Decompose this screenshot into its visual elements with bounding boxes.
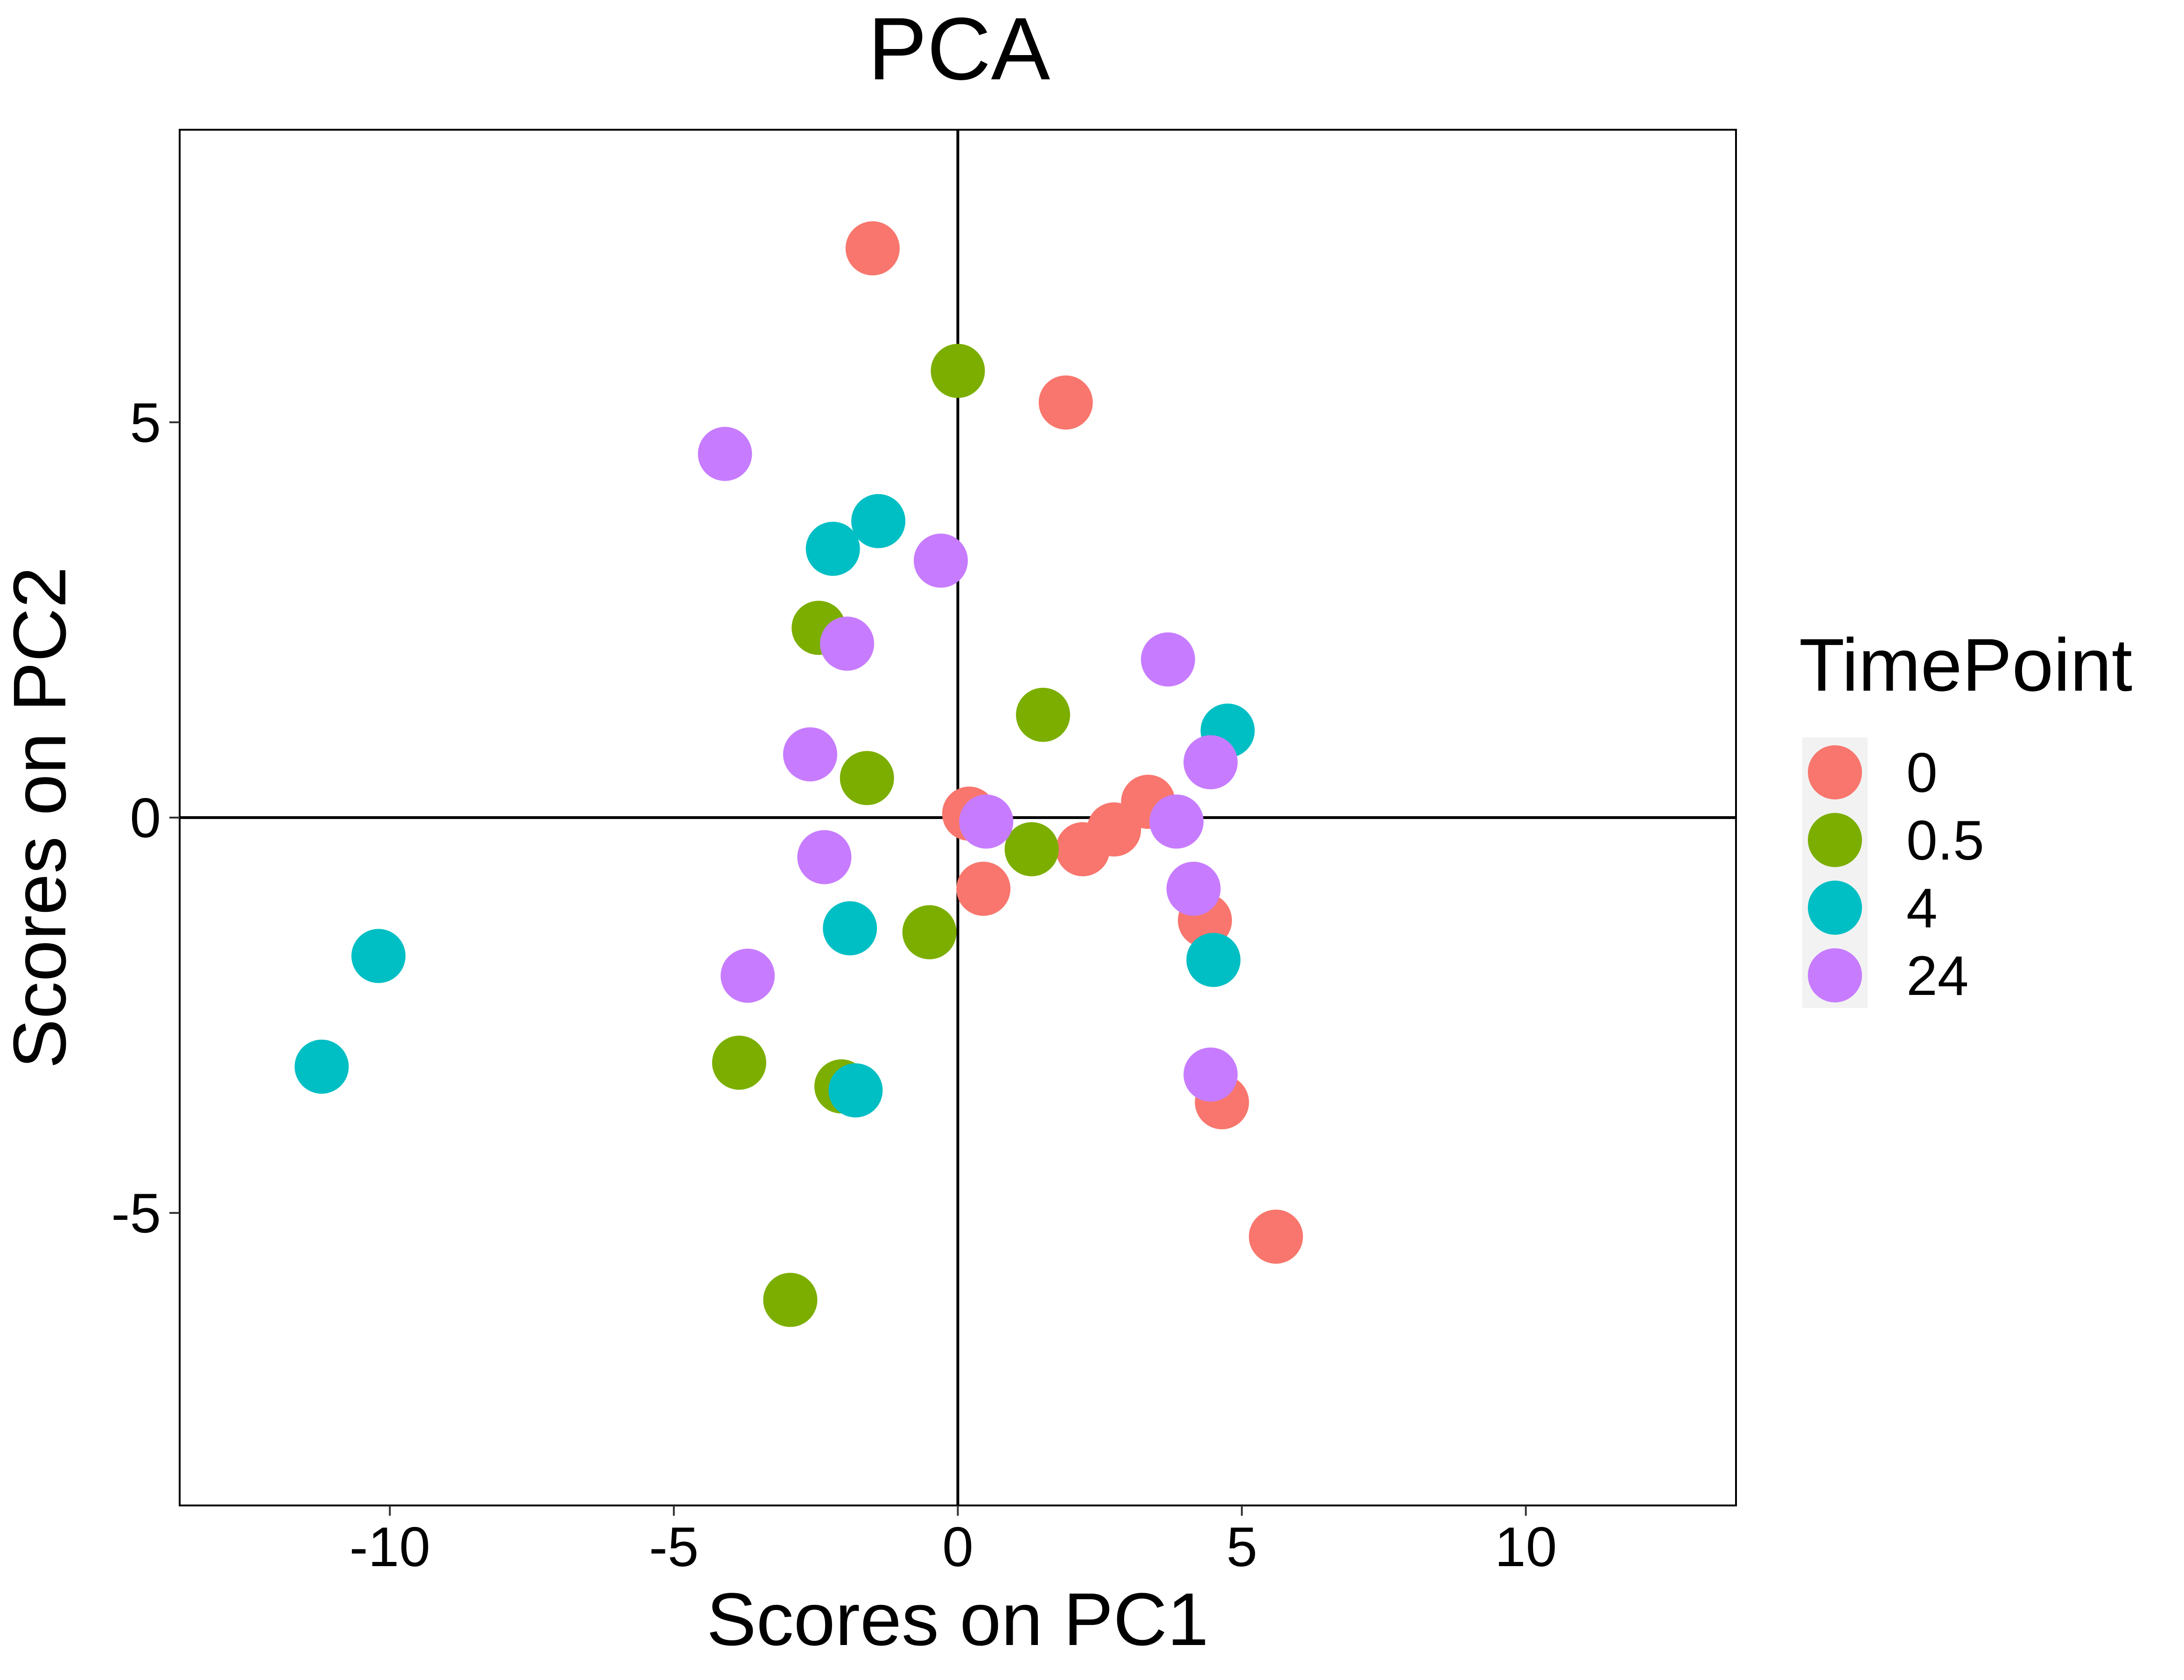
x-tick-label: 5	[1226, 1516, 1258, 1578]
data-point	[902, 905, 957, 959]
legend-label: 0.5	[1906, 809, 1984, 872]
chart-title: PCA	[868, 0, 1050, 98]
legend-key-0_5	[1808, 813, 1862, 867]
data-point	[351, 929, 406, 983]
data-point	[1183, 735, 1238, 790]
data-point	[1249, 1209, 1303, 1264]
data-point	[698, 427, 752, 481]
data-point	[712, 1036, 766, 1090]
data-point	[1016, 687, 1071, 742]
data-point	[1004, 822, 1059, 876]
y-tick-label: 5	[130, 392, 161, 454]
data-point	[851, 494, 906, 548]
x-tick-label: -5	[649, 1516, 699, 1578]
data-point	[294, 1039, 349, 1094]
legend-label: 24	[1906, 945, 1968, 1007]
x-axis: -10 -5 0 5 10	[350, 1505, 1557, 1578]
data-point	[823, 901, 877, 956]
data-point	[828, 1063, 883, 1118]
x-tick-label: 10	[1495, 1516, 1557, 1578]
y-axis: -5 0 5	[111, 392, 180, 1245]
legend-key-4	[1808, 881, 1862, 935]
data-point	[1183, 1047, 1238, 1102]
series-24	[698, 427, 1238, 1102]
data-point	[820, 616, 875, 671]
legend-key-0	[1808, 745, 1862, 799]
legend-key-24	[1808, 948, 1862, 1002]
data-point	[840, 751, 894, 805]
data-point	[763, 1273, 818, 1327]
x-tick-label: -10	[350, 1516, 430, 1578]
data-point	[931, 343, 985, 398]
data-point	[805, 521, 860, 576]
legend-title: TimePoint	[1799, 623, 2132, 707]
y-axis-title: Scores on PC2	[0, 567, 81, 1069]
legend-label: 4	[1906, 877, 1938, 939]
x-tick-label: 0	[942, 1516, 973, 1578]
data-point	[1141, 632, 1195, 687]
points-layer	[294, 221, 1303, 1327]
data-point	[1186, 932, 1241, 987]
data-point	[845, 221, 900, 276]
data-point	[1149, 794, 1204, 849]
data-point	[1038, 375, 1093, 430]
legend-label: 0	[1906, 742, 1938, 804]
data-point	[783, 727, 838, 782]
y-tick-label: -5	[111, 1182, 161, 1245]
y-tick-label: 0	[130, 787, 161, 849]
data-point	[1166, 861, 1221, 916]
data-point	[913, 533, 968, 588]
data-point	[721, 948, 775, 1003]
data-point	[797, 830, 852, 884]
data-point	[959, 794, 1014, 849]
x-axis-title: Scores on PC1	[707, 1577, 1209, 1661]
data-point	[956, 861, 1011, 916]
